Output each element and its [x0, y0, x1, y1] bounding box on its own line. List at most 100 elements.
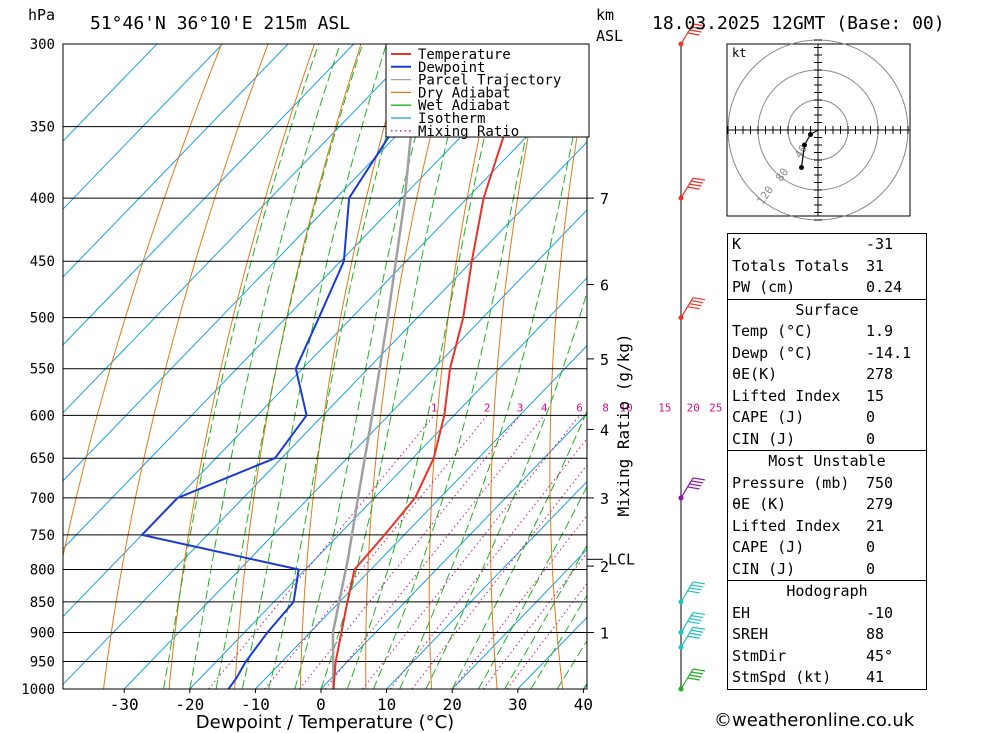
index-label: CIN (J)	[732, 559, 796, 578]
index-label: StmDir	[732, 646, 787, 665]
index-row: K -31	[728, 234, 927, 256]
index-value: -14.1	[866, 343, 912, 362]
indices-table: K -31 Totals Totals 31 PW (cm) 0.24 Surface Tem…	[727, 233, 927, 690]
height-tick-label: 6	[600, 277, 609, 295]
mixing-ratio-label: 20	[687, 401, 700, 414]
wind-barb-flag	[692, 177, 706, 181]
height-axis: 7 6 5 4 3 2 1 LCL	[587, 190, 635, 643]
pressure-tick-label: 700	[30, 491, 55, 507]
wind-barb-flag	[691, 584, 704, 588]
wet-adiabat-line	[399, 67, 587, 689]
wet-adiabat-line	[294, 44, 441, 689]
index-row: Pressure (mb) 750	[728, 473, 927, 495]
wind-barb-flag	[691, 300, 704, 304]
legend-entry: Dewpoint	[418, 60, 485, 76]
isotherm-line	[451, 548, 587, 689]
wind-barb-staff	[680, 477, 694, 499]
dry-adiabat-line	[428, 44, 501, 689]
isotherm-line	[63, 44, 486, 482]
index-row: StmDir 45°	[728, 646, 927, 668]
x-tick-label: 0	[316, 695, 326, 714]
height-tick-label: 4	[600, 421, 609, 439]
wind-barb-flag	[689, 29, 702, 33]
mixing-ratio-label: 3	[517, 401, 524, 414]
lcl-label: LCL	[608, 550, 635, 568]
wind-barb-flag	[687, 590, 700, 594]
index-value: 31	[866, 256, 885, 275]
hodograph-point	[802, 142, 807, 148]
mixing-ratio-line	[411, 464, 587, 689]
mixing-ratio-label: 15	[658, 401, 671, 414]
index-row: Dewp (°C) -14.1	[728, 343, 927, 365]
index-row: CAPE (J) 0	[728, 537, 927, 559]
x-tick-labels: -30 -20 -10 0 10 20 30 40	[110, 689, 593, 714]
wind-barb	[678, 611, 706, 636]
wind-barb-staff	[680, 297, 694, 318]
index-label: Lifted Index	[732, 386, 841, 405]
wet-adiabat-line	[373, 44, 547, 689]
pressure-tick-label: 600	[30, 408, 55, 424]
wind-barb-flag	[687, 620, 700, 625]
index-row: Surface	[727, 298, 927, 321]
index-section-title: Surface	[727, 298, 927, 321]
wind-barb-flag	[691, 180, 704, 184]
index-section-title: Hodograph	[727, 580, 927, 603]
legend-entry: Wet Adiabat	[418, 98, 511, 114]
wind-barb	[678, 177, 706, 201]
pressure-tick-label: 300	[30, 37, 55, 53]
pressure-tick-labels: 300 350 400 450 500 550 600 650 700 750 800 850 900 9…	[21, 37, 55, 698]
mixing-ratio-label: 1	[431, 401, 438, 414]
dry-adiabat-line	[490, 44, 548, 689]
index-row: EH -10	[728, 603, 927, 625]
dry-adiabat-line	[918, 44, 1000, 689]
wind-barb	[678, 581, 706, 605]
wind-barb-flag	[692, 297, 706, 301]
index-value: 279	[866, 495, 894, 513]
index-value: 0.24	[866, 278, 903, 296]
wind-barb-staff	[680, 668, 694, 690]
index-label: CAPE (J)	[732, 408, 805, 426]
index-label: CAPE (J)	[732, 538, 805, 556]
wind-barb-flag	[687, 486, 700, 490]
index-label: PW (cm)	[732, 278, 796, 296]
parcel-trajectory-line	[331, 44, 421, 689]
wind-barb-flag	[691, 671, 704, 675]
isotherm-line	[123, 209, 587, 689]
index-value: 21	[866, 516, 885, 535]
wind-barb-staff	[680, 612, 694, 633]
wind-barb-flag	[689, 183, 702, 187]
index-row: Most Unstable	[727, 450, 927, 473]
x-tick-label: -30	[110, 695, 139, 714]
isotherm-line	[320, 412, 587, 689]
x-tick-label: 40	[574, 695, 593, 714]
mixing-ratio-label: 6	[576, 401, 583, 414]
index-value: 0	[866, 559, 876, 578]
pressure-tick-label: 450	[30, 254, 55, 270]
x-tick-label: -10	[241, 695, 270, 714]
x-tick-label: 30	[508, 695, 527, 714]
wind-barb-flag	[687, 306, 700, 310]
mixing-ratio-label: 8	[602, 401, 609, 414]
index-row: Lifted Index 15	[728, 386, 927, 408]
index-value: 1.9	[866, 322, 894, 340]
wind-barb-flag	[692, 668, 706, 672]
index-value: -10	[866, 603, 894, 622]
isotherm-line	[63, 44, 289, 278]
pressure-tick-label: 400	[30, 191, 55, 207]
index-label: SREH	[732, 625, 769, 643]
wind-barb-flag	[689, 587, 702, 591]
wet-adiabat-line	[320, 44, 472, 689]
mixing-ratio-line	[482, 552, 587, 689]
legend-entry: Temperature	[418, 47, 511, 63]
index-row: Lifted Index 21	[728, 516, 927, 538]
height-tick-label: 3	[600, 490, 609, 508]
index-row: StmSpd (kt) 41	[728, 667, 927, 689]
index-row: SREH 88	[728, 624, 927, 646]
index-row: Temp (°C) 1.9	[728, 321, 927, 343]
wind-barb	[678, 297, 706, 321]
index-row: CIN (J) 0	[728, 429, 927, 451]
index-label: Temp (°C)	[732, 322, 814, 340]
